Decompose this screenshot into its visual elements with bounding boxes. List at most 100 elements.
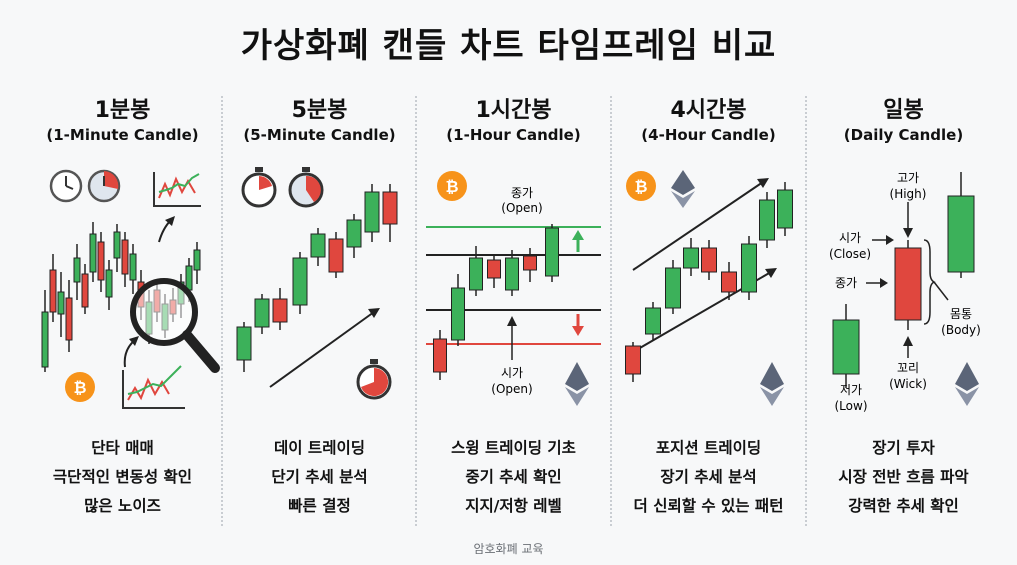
candle-body xyxy=(97,241,105,281)
wick-label: 꼬리 xyxy=(897,361,919,375)
panel-description: 데이 트레이딩 단기 추세 분석 빠른 결정 xyxy=(271,439,368,515)
candle-body xyxy=(73,257,81,283)
candle-body xyxy=(451,287,465,341)
panel-illustration: ₿ xyxy=(41,169,220,409)
candle-body xyxy=(665,267,681,309)
panel-description: 장기 투자 시장 전반 흐름 파악 강력한 추세 확인 xyxy=(838,439,969,515)
body-label: 몸통 xyxy=(950,307,972,321)
bitcoin-icon: ₿ xyxy=(626,171,656,201)
candle-body xyxy=(121,239,129,275)
panel-illustration xyxy=(236,167,398,400)
panel-title: 1시간봉 xyxy=(475,98,552,123)
mini-chart-icon xyxy=(122,365,185,409)
panel-title: 일봉 xyxy=(883,98,924,123)
candle-body xyxy=(382,191,398,225)
panel-subtitle: (1-Minute Candle) xyxy=(46,126,199,144)
candle-body xyxy=(310,233,326,258)
panel-1-minute: 1분봉 (1-Minute Candle) ₿ xyxy=(25,92,220,532)
candle-body xyxy=(645,307,661,335)
candle-body xyxy=(777,189,793,229)
candle-body xyxy=(545,227,559,277)
panel-title: 4시간봉 xyxy=(670,98,747,123)
candle-body xyxy=(292,257,308,306)
close-label-en: (Open) xyxy=(501,201,542,215)
svg-text:₿: ₿ xyxy=(73,378,86,397)
bitcoin-icon: ₿ xyxy=(437,171,467,201)
panel-divider xyxy=(610,96,612,526)
candle-body xyxy=(701,247,717,273)
candle-body xyxy=(433,338,447,373)
panel-divider xyxy=(221,96,223,526)
body-brace xyxy=(923,239,936,325)
up-arrow-icon xyxy=(572,230,584,252)
panel-description: 포지션 트레이딩 장기 추세 분석 더 신뢰할 수 있는 패턴 xyxy=(633,439,784,515)
low-label-en: (Low) xyxy=(835,399,868,413)
candle-body xyxy=(81,273,89,308)
panel-subtitle: (Daily Candle) xyxy=(843,126,964,144)
candle-body xyxy=(57,291,65,315)
candles-group xyxy=(433,224,559,380)
open-label: 시가 xyxy=(501,366,523,380)
candle-body xyxy=(947,195,975,273)
trend-arrow xyxy=(632,181,764,271)
stopwatch-icon xyxy=(241,167,277,208)
body-label-en: (Body) xyxy=(941,323,981,337)
candle-body xyxy=(272,298,288,323)
panel-subtitle: (4-Hour Candle) xyxy=(641,126,776,144)
candle-body xyxy=(328,238,344,273)
panel-subtitle: (5-Minute Candle) xyxy=(243,126,396,144)
candle-body xyxy=(89,233,97,273)
footer-caption: 암호화폐 교육 xyxy=(473,542,544,556)
stopwatch-icon xyxy=(356,359,392,400)
panel-illustration: 고가 (High) 시가 (Close) 종가 몸통 (Body) 꼬리 (Wi… xyxy=(829,171,981,413)
open-label-en: (Close) xyxy=(829,247,871,261)
panel-5-minute: 5분봉 (5-Minute Candle) 데이 트레이딩 단기 추세 분석 빠… xyxy=(222,92,417,532)
candle-body xyxy=(469,257,483,291)
magnifier-icon xyxy=(130,278,220,373)
candle-body xyxy=(193,249,201,271)
ethereum-icon xyxy=(671,170,695,208)
candle-body xyxy=(505,257,519,291)
candle-body xyxy=(364,191,380,233)
candle-body xyxy=(129,253,137,281)
page-title: 가상화폐 캔들 차트 타임프레임 비교 xyxy=(240,26,777,66)
close-label: 종가 xyxy=(835,276,857,290)
svg-text:₿: ₿ xyxy=(445,177,458,196)
wick-label-en: (Wick) xyxy=(889,377,927,391)
close-label: 종가 xyxy=(511,186,533,200)
candle-body xyxy=(65,297,73,341)
candle-body xyxy=(41,311,49,368)
panel-illustration: ₿ xyxy=(625,170,793,406)
low-label: 저가 xyxy=(840,383,862,397)
svg-text:₿: ₿ xyxy=(634,177,647,196)
panel-subtitle: (1-Hour Candle) xyxy=(446,126,581,144)
candle-body xyxy=(185,265,193,291)
panel-illustration: ₿ 종가 (Open) 시가 (Open) xyxy=(426,171,601,406)
panel-title: 5분봉 xyxy=(291,98,348,123)
panel-description: 단타 매매 극단적인 변동성 확인 많은 노이즈 xyxy=(52,439,193,515)
candle-body xyxy=(105,269,113,298)
candle-body xyxy=(113,231,121,259)
candle-body xyxy=(741,243,757,293)
candle-body xyxy=(523,255,537,271)
trend-arrow xyxy=(269,311,375,388)
bitcoin-icon: ₿ xyxy=(65,372,95,402)
candle-body xyxy=(759,199,775,241)
panel-description: 스윙 트레이딩 기초 중기 추세 확인 지지/저항 레벨 xyxy=(451,439,576,515)
candle-body xyxy=(625,345,641,375)
candle-body xyxy=(49,269,57,313)
candle-body xyxy=(832,319,860,375)
candle-body xyxy=(254,298,270,328)
panel-title: 1분봉 xyxy=(94,98,151,123)
panel-4-hour: 4시간봉 (4-Hour Candle) ₿ 포지션 트레이딩 장기 추세 분석… xyxy=(611,92,806,532)
candle-body xyxy=(683,247,699,269)
open-label-en: (Open) xyxy=(491,382,532,396)
down-arrow-icon xyxy=(572,314,584,336)
candle-body xyxy=(236,326,252,361)
panel-divider xyxy=(415,96,417,526)
panel-1-hour: 1시간봉 (1-Hour Candle) ₿ 종가 (Open) 시가 (Ope… xyxy=(416,92,611,532)
ethereum-icon xyxy=(565,362,589,406)
ethereum-icon xyxy=(760,362,784,406)
candles-group xyxy=(625,182,793,382)
candles-group xyxy=(832,172,975,388)
